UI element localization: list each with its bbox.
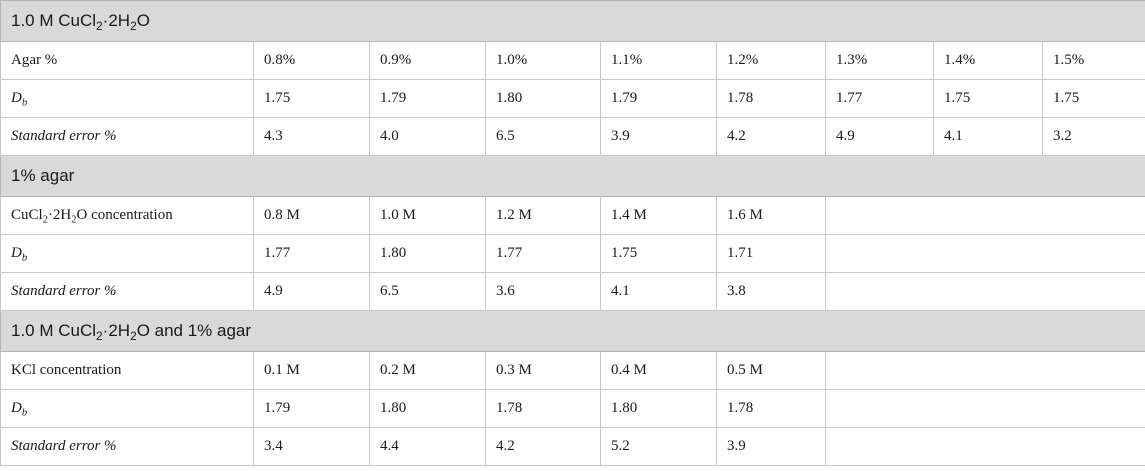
table-cell: 3.4 <box>253 427 370 466</box>
table-row: CuCl2·2H2O concentration 0.8 M 1.0 M 1.2… <box>0 196 1145 235</box>
table-cell: 1.80 <box>369 389 486 428</box>
table-cell: 1.0% <box>485 41 601 80</box>
table-row: Standard error % 4.9 6.5 3.6 4.1 3.8 <box>0 272 1145 311</box>
table-cell: 1.80 <box>600 389 717 428</box>
table-cell: 1.80 <box>369 234 486 273</box>
table-cell: 1.4% <box>933 41 1043 80</box>
table-cell: 0.1 M <box>253 351 370 390</box>
table-cell: 1.77 <box>253 234 370 273</box>
table-cell: 4.1 <box>600 272 717 311</box>
table-row: Db 1.79 1.80 1.78 1.80 1.78 <box>0 389 1145 428</box>
table-cell: 4.3 <box>253 117 370 156</box>
section-header-row: 1.0 M CuCl2·2H2O <box>0 0 1145 42</box>
table-cell: 1.80 <box>485 79 601 118</box>
table-cell: 1.77 <box>825 79 934 118</box>
section-title: 1% agar <box>0 155 1145 197</box>
table-cell: 1.78 <box>485 389 601 428</box>
table-cell: 4.0 <box>369 117 486 156</box>
table-cell: 1.79 <box>369 79 486 118</box>
table-cell: 0.8% <box>253 41 370 80</box>
table-cell: 1.6 M <box>716 196 826 235</box>
table-cell: 1.75 <box>253 79 370 118</box>
table-cell: 0.2 M <box>369 351 486 390</box>
table-cell: 1.79 <box>253 389 370 428</box>
table-cell: 4.4 <box>369 427 486 466</box>
table-row: Db 1.77 1.80 1.77 1.75 1.71 <box>0 234 1145 273</box>
row-label: CuCl2·2H2O concentration <box>0 196 254 235</box>
table-cell: 6.5 <box>369 272 486 311</box>
table-cell: 0.8 M <box>253 196 370 235</box>
table-cell: 6.5 <box>485 117 601 156</box>
empty-cell <box>825 351 1145 390</box>
table-cell: 0.5 M <box>716 351 826 390</box>
row-label: Standard error % <box>0 272 254 311</box>
row-label: Agar % <box>0 41 254 80</box>
table-row: Db 1.75 1.79 1.80 1.79 1.78 1.77 1.75 1.… <box>0 79 1145 118</box>
empty-cell <box>825 389 1145 428</box>
table-cell: 3.2 <box>1041 117 1145 156</box>
row-label: KCl concentration <box>0 351 254 390</box>
table-cell: 1.75 <box>933 79 1043 118</box>
table-cell: 1.2% <box>716 41 826 80</box>
table-cell: 1.77 <box>485 234 601 273</box>
table-cell: 4.9 <box>253 272 370 311</box>
table-cell: 1.75 <box>600 234 717 273</box>
row-label: Db <box>0 79 254 118</box>
section-header-row: 1% agar <box>0 155 1145 197</box>
row-label: Db <box>0 389 254 428</box>
table-cell: 1.0 M <box>369 196 486 235</box>
table-row: KCl concentration 0.1 M 0.2 M 0.3 M 0.4 … <box>0 351 1145 390</box>
table-cell: 1.78 <box>716 389 826 428</box>
table-cell: 1.75 <box>1041 79 1145 118</box>
section-title: 1.0 M CuCl2·2H2O and 1% agar <box>0 310 1145 352</box>
empty-cell <box>825 427 1145 466</box>
table-cell: 1.71 <box>716 234 826 273</box>
empty-cell <box>825 234 1145 273</box>
table-cell: 1.1% <box>600 41 717 80</box>
empty-cell <box>825 272 1145 311</box>
table-cell: 4.9 <box>825 117 934 156</box>
table-cell: 0.4 M <box>600 351 717 390</box>
row-label: Standard error % <box>0 427 254 466</box>
table-cell: 4.2 <box>485 427 601 466</box>
row-label: Standard error % <box>0 117 254 156</box>
section-title: 1.0 M CuCl2·2H2O <box>0 0 1145 42</box>
table-row: Agar % 0.8% 0.9% 1.0% 1.1% 1.2% 1.3% 1.4… <box>0 41 1145 80</box>
table-cell: 1.2 M <box>485 196 601 235</box>
table-cell: 1.79 <box>600 79 717 118</box>
section-header-row: 1.0 M CuCl2·2H2O and 1% agar <box>0 310 1145 352</box>
table-cell: 1.5% <box>1041 41 1145 80</box>
table-row: Standard error % 4.3 4.0 6.5 3.9 4.2 4.9… <box>0 117 1145 156</box>
table-cell: 4.2 <box>716 117 826 156</box>
empty-cell <box>825 196 1145 235</box>
table-cell: 3.9 <box>716 427 826 466</box>
table-cell: 1.3% <box>825 41 934 80</box>
table-cell: 1.4 M <box>600 196 717 235</box>
row-label: Db <box>0 234 254 273</box>
table-cell: 1.78 <box>716 79 826 118</box>
table-cell: 3.6 <box>485 272 601 311</box>
table-cell: 3.9 <box>600 117 717 156</box>
table-row: Standard error % 3.4 4.4 4.2 5.2 3.9 <box>0 427 1145 466</box>
table-cell: 0.9% <box>369 41 486 80</box>
table-cell: 4.1 <box>933 117 1043 156</box>
table-cell: 5.2 <box>600 427 717 466</box>
table-cell: 0.3 M <box>485 351 601 390</box>
table-cell: 3.8 <box>716 272 826 311</box>
